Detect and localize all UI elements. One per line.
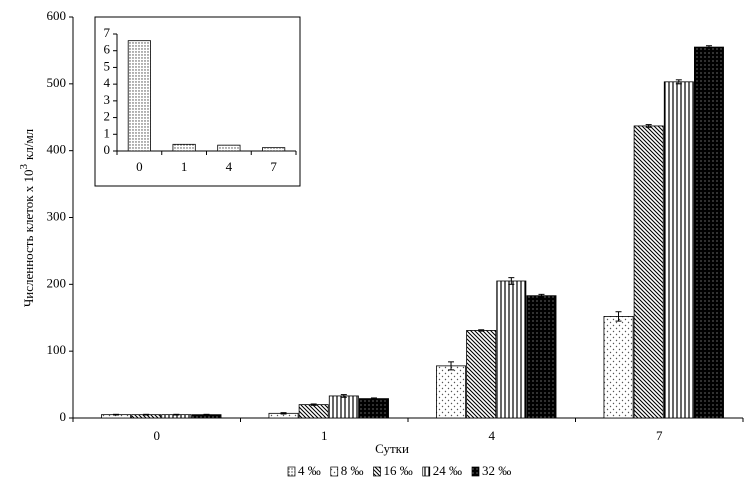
y-tick-label: 1 [104, 125, 111, 140]
x-tick-label: 1 [181, 159, 188, 174]
error-bar [705, 45, 712, 49]
legend-swatch [287, 466, 296, 477]
legend-swatch [471, 466, 480, 477]
x-tick-label: 4 [489, 428, 496, 443]
x-tick-label: 4 [226, 159, 233, 174]
x-tick-label: 0 [154, 428, 161, 443]
legend-label: 4 ‰ [298, 463, 321, 478]
error-bar [508, 277, 515, 285]
y-tick-label: 500 [47, 75, 67, 90]
bar [603, 316, 634, 419]
bar [358, 398, 389, 419]
x-tick-label: 7 [270, 159, 277, 174]
bar [436, 365, 467, 419]
y-tick-label: 100 [47, 342, 67, 357]
x-tick-label: 0 [136, 159, 143, 174]
error-bar [370, 397, 377, 400]
error-bar [280, 412, 287, 415]
x-tick-label: 1 [321, 428, 328, 443]
error-bar [203, 413, 210, 416]
bar [526, 295, 557, 419]
inset-frame [94, 16, 301, 187]
x-tick-label: 7 [656, 428, 663, 443]
y-tick-label: 4 [104, 75, 111, 90]
legend-label: 16 ‰ [384, 463, 413, 478]
bar [694, 46, 724, 419]
bar [466, 330, 497, 419]
legend-swatch [373, 466, 381, 477]
error-bar [538, 293, 545, 298]
bar [633, 125, 664, 419]
bar [298, 404, 329, 419]
y-tick-label: 6 [104, 42, 111, 57]
bar [217, 144, 241, 152]
legend-label: 32 ‰ [482, 463, 511, 478]
x-axis-title: Сутки [375, 441, 409, 456]
y-tick-label: 600 [47, 8, 67, 23]
y-tick-label: 2 [104, 109, 111, 124]
y-tick-label: 300 [47, 208, 67, 223]
legend-label: 24 ‰ [433, 463, 462, 478]
y-tick-label: 0 [104, 142, 111, 157]
y-tick-label: 0 [60, 409, 67, 424]
bar [262, 147, 286, 152]
error-bar [615, 311, 622, 322]
y-tick-label: 7 [104, 25, 111, 40]
bar [127, 40, 151, 152]
y-axis-title: Численность клеток х 103кл/мл [18, 128, 36, 307]
error-bar [340, 394, 347, 398]
bar [496, 280, 527, 419]
error-bar [310, 403, 317, 406]
y-tick-label: 5 [104, 58, 111, 73]
legend-swatch [330, 466, 339, 477]
y-tick-label: 3 [104, 92, 111, 107]
y-tick-label: 400 [47, 142, 67, 157]
legend-label: 8 ‰ [341, 463, 364, 478]
error-bar [448, 361, 455, 371]
error-bar [478, 329, 485, 332]
error-bar [143, 413, 150, 416]
y-tick-label: 200 [47, 275, 67, 290]
error-bar [675, 79, 682, 85]
bar [663, 81, 694, 419]
legend-swatch [422, 466, 431, 477]
bar [328, 395, 359, 419]
error-bar [645, 124, 652, 128]
error-bar [173, 413, 180, 416]
error-bar [113, 413, 120, 416]
bar [172, 143, 196, 152]
